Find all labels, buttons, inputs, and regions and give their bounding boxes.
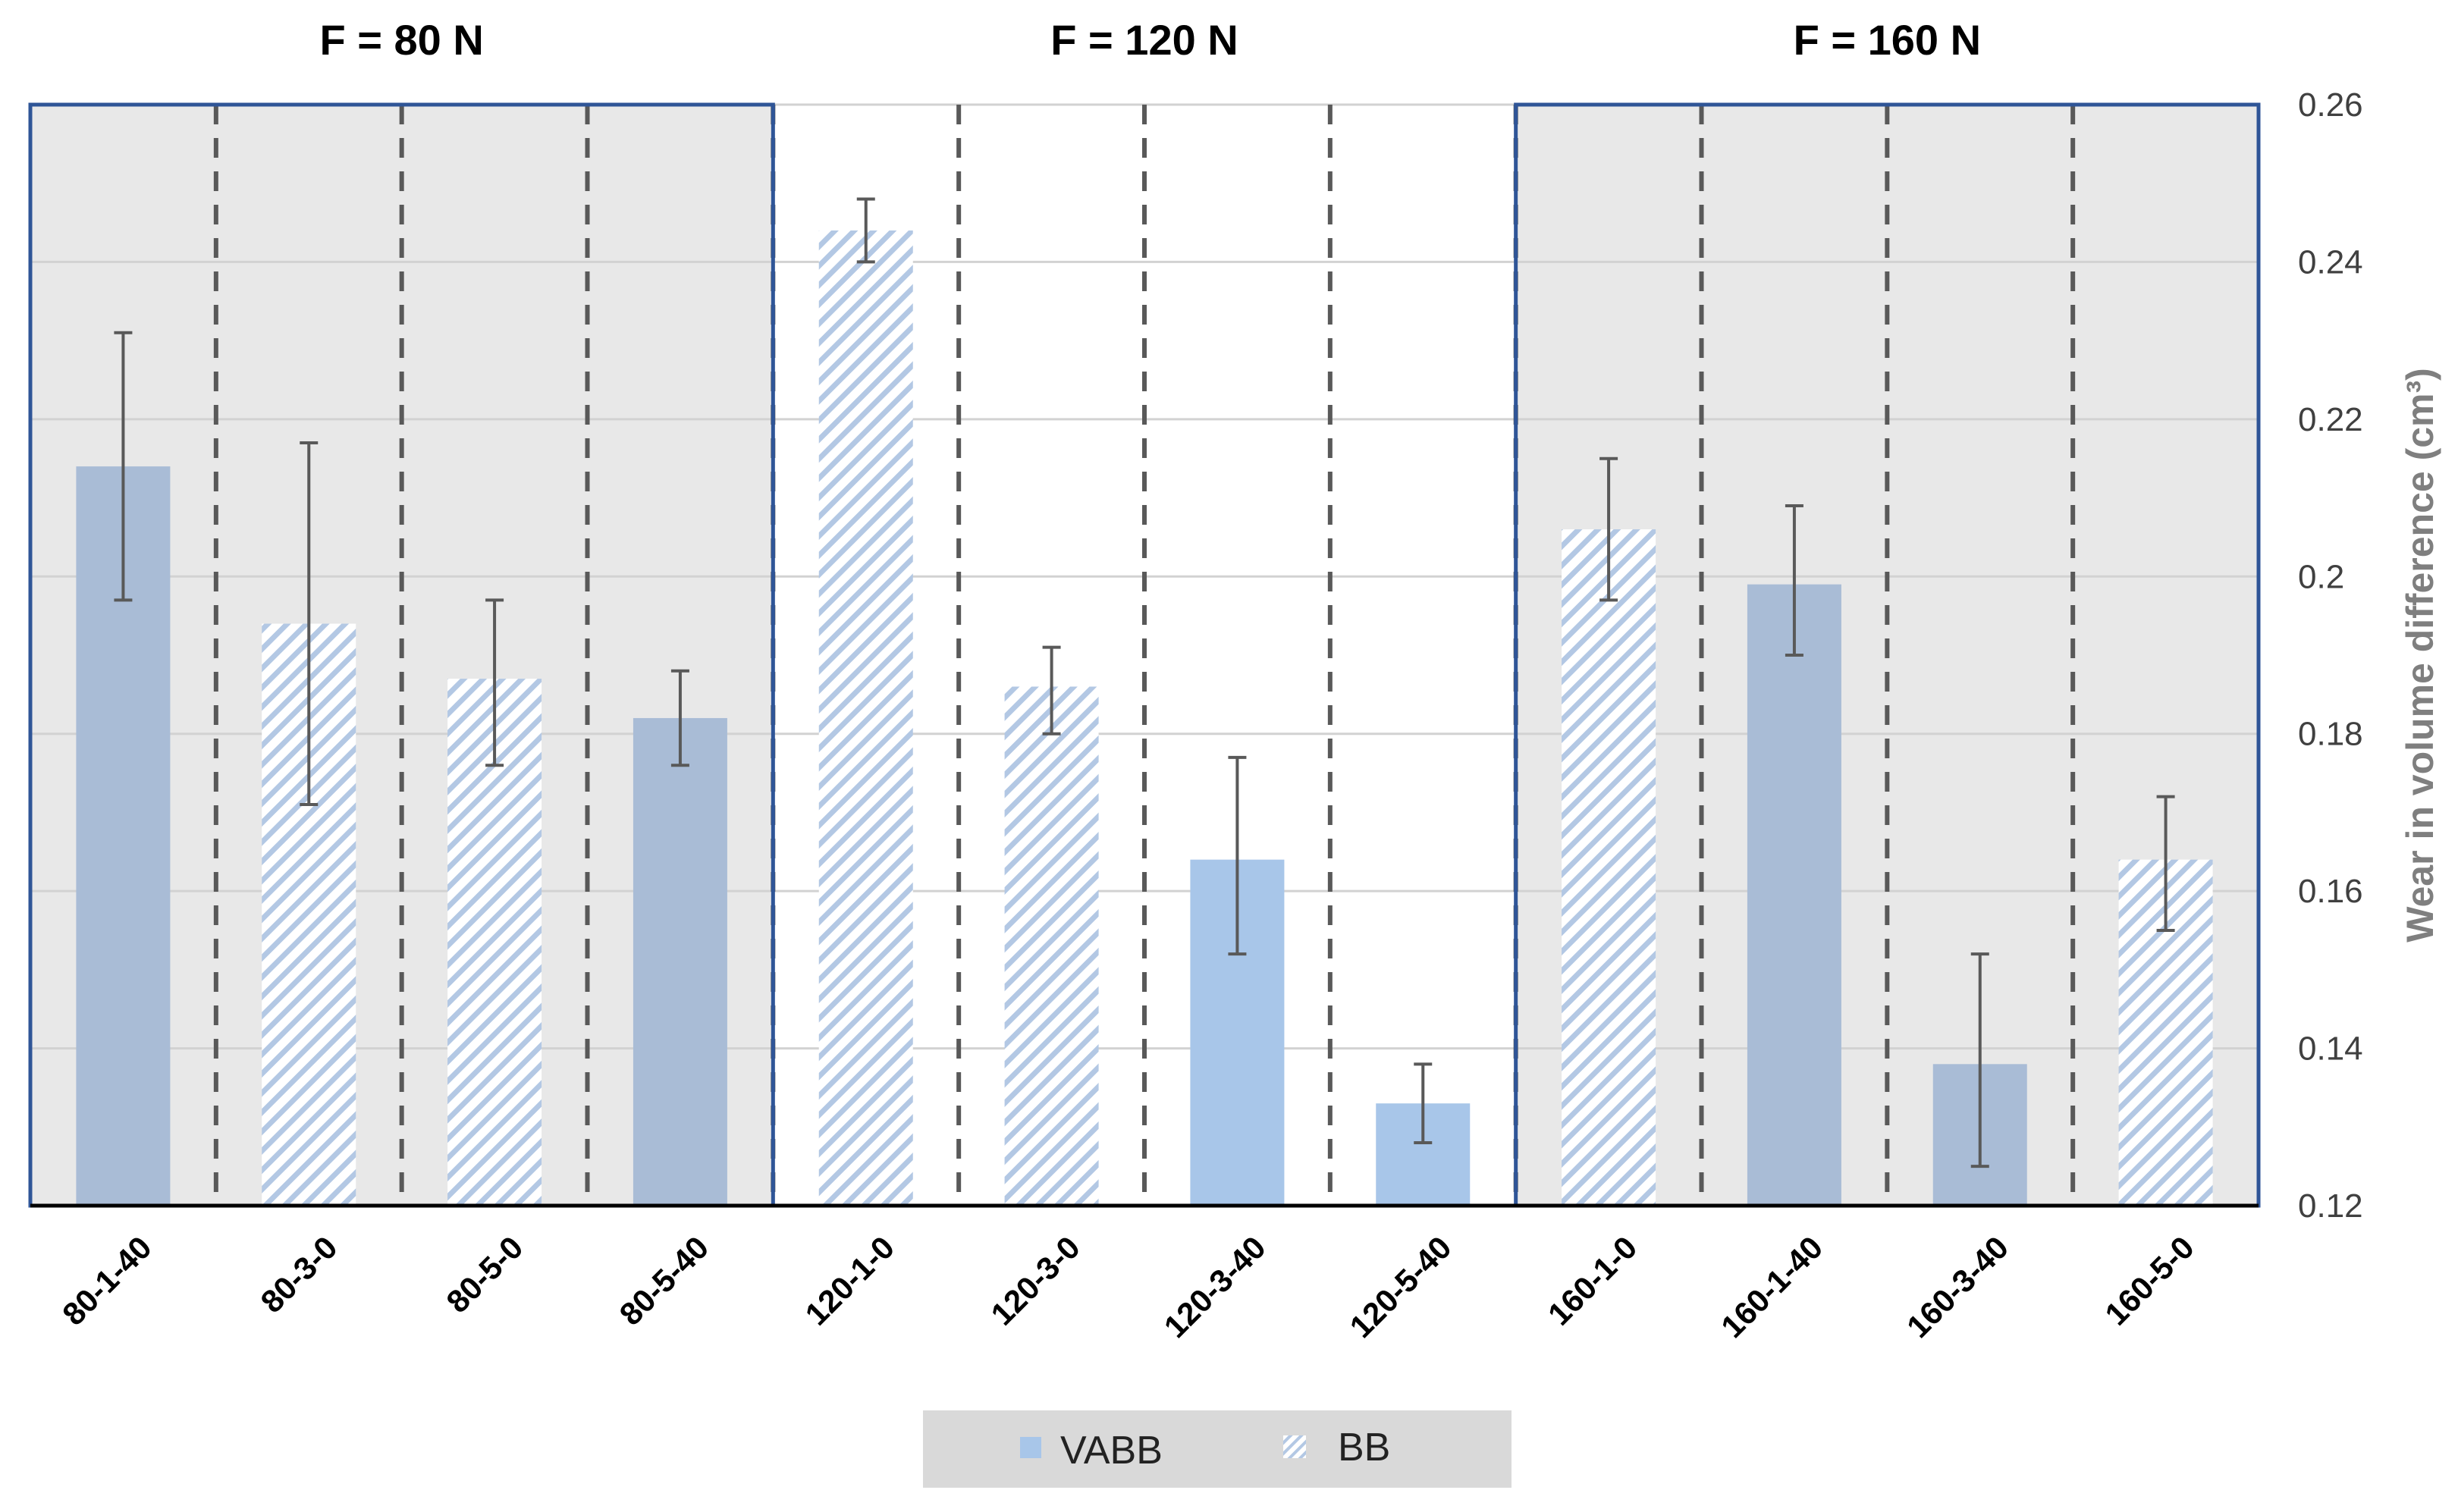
y-tick-label: 0.26	[2298, 86, 2363, 124]
error-bar-160-5-0	[2156, 795, 2175, 932]
x-tick-label: 80-1-40	[55, 1229, 159, 1332]
group-title: F = 80 N	[320, 16, 484, 64]
bar-120-3-0	[1004, 686, 1099, 1206]
legend-box	[923, 1410, 1512, 1488]
x-tick-label: 160-1-40	[1714, 1229, 1829, 1344]
y-tick-label: 0.2	[2298, 558, 2344, 595]
legend-swatch-bb	[1283, 1435, 1306, 1458]
x-tick-label: 120-1-0	[799, 1229, 902, 1332]
error-bar-120-3-0	[1042, 645, 1061, 736]
error-bar-160-1-0	[1599, 456, 1618, 602]
bar-160-1-40	[1747, 584, 1841, 1206]
error-bar-120-1-0	[856, 197, 875, 264]
error-bar-120-3-40	[1228, 755, 1247, 956]
y-tick-label: 0.22	[2298, 401, 2363, 438]
x-tick-label: 80-5-40	[613, 1229, 716, 1332]
y-tick-label: 0.14	[2298, 1030, 2363, 1068]
bar-80-5-40	[633, 717, 727, 1206]
group-title: F = 120 N	[1050, 16, 1238, 64]
legend-swatch-vabb	[1020, 1437, 1041, 1458]
error-bar-160-3-40	[1970, 952, 1989, 1169]
error-bar-160-1-40	[1785, 503, 1803, 657]
group-title: F = 160 N	[1794, 16, 1981, 64]
x-tick-label: 160-1-0	[1541, 1229, 1644, 1332]
legend-label-bb: BB	[1338, 1426, 1390, 1470]
x-tick-label: 80-5-0	[439, 1229, 529, 1319]
error-bar-120-5-40	[1414, 1062, 1433, 1145]
y-tick-label: 0.16	[2298, 873, 2363, 910]
bar-120-1-0	[818, 230, 913, 1206]
error-bar-80-1-40	[114, 331, 133, 602]
error-bar-80-5-40	[670, 669, 689, 767]
y-tick-label: 0.24	[2298, 243, 2363, 281]
bar-160-1-0	[1562, 529, 1656, 1206]
y-tick-label: 0.18	[2298, 716, 2363, 753]
y-tick-label: 0.12	[2298, 1187, 2363, 1225]
x-tick-label: 120-3-0	[984, 1229, 1087, 1332]
x-tick-label: 120-3-40	[1157, 1229, 1273, 1344]
x-tick-label: 80-3-0	[254, 1229, 344, 1319]
error-bar-80-3-0	[300, 441, 319, 807]
x-tick-label: 160-5-0	[2098, 1229, 2201, 1332]
x-tick-label: 160-3-40	[1900, 1229, 2015, 1344]
x-tick-label: 120-5-40	[1342, 1229, 1458, 1344]
y-axis-title: Wear in volume difference (cm³)	[2399, 368, 2441, 943]
legend-label-vabb: VABB	[1060, 1429, 1163, 1473]
error-bar-80-5-0	[485, 598, 504, 767]
